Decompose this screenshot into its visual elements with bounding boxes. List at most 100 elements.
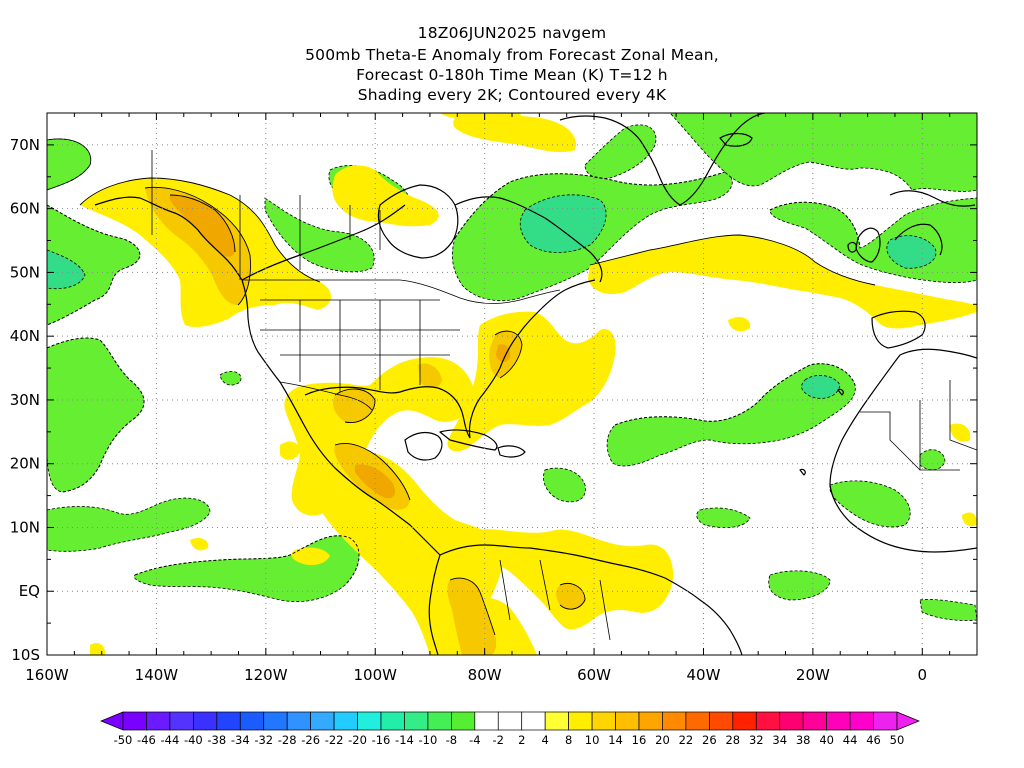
anomaly-contours <box>47 138 876 636</box>
yellow-region-gulf-of-guinea-east <box>962 512 977 527</box>
colorbar-label: -28 <box>278 733 297 747</box>
colorbar-swatch <box>146 711 171 731</box>
colorbar-swatch <box>357 711 382 731</box>
colorbar-label: -20 <box>348 733 367 747</box>
longitude-label: 60W <box>577 666 611 684</box>
coast-south-america-north <box>439 544 743 655</box>
chart-title-line1: 18Z06JUN2025 navgem <box>417 24 607 42</box>
green-region-labrador <box>584 124 657 179</box>
green-region-gulf-of-guinea <box>919 599 977 621</box>
green-region-east-pacific-west <box>47 337 145 493</box>
teal-core-scandinavia <box>886 235 937 269</box>
yellow-region-south-america-north <box>428 529 674 630</box>
colorbar-max-arrow <box>896 711 920 731</box>
colorbar-label: 22 <box>679 733 694 747</box>
longitude-label: 140W <box>135 666 179 684</box>
colorbar-label: -8 <box>446 733 457 747</box>
coast-us-east <box>468 279 596 439</box>
coast-british-isles <box>847 227 881 263</box>
colorbar-label: 20 <box>655 733 670 747</box>
coast-hispaniola <box>497 445 526 458</box>
coast-iberia <box>871 310 926 349</box>
colorbar-swatch <box>286 711 311 731</box>
colorbar-label: -44 <box>161 733 180 747</box>
coast-greenland <box>559 113 766 206</box>
colorbar-swatch <box>638 711 663 731</box>
colorbar-swatch <box>662 711 687 731</box>
green-region-equatorial-atlantic <box>768 570 831 601</box>
colorbar-label: 46 <box>866 733 881 747</box>
colorbar-label: 44 <box>843 733 858 747</box>
colorbar-swatch <box>497 711 523 731</box>
orange-core-alaska <box>169 195 235 257</box>
colorbar-swatch <box>709 711 734 731</box>
colorbar-swatch <box>263 711 288 731</box>
yellow-region-hawaii <box>90 643 106 655</box>
coast-south-america-west <box>428 554 441 655</box>
colorbar-swatch <box>380 711 405 731</box>
gold-core-caribbean <box>418 363 442 388</box>
colorbar-swatch <box>826 711 851 731</box>
colorbar-swatch <box>779 711 804 731</box>
colorbar-label: 14 <box>608 733 623 747</box>
longitude-label: 20W <box>796 666 830 684</box>
coast-cuba <box>439 429 498 451</box>
orange-core-east-coast <box>496 344 511 362</box>
colorbar-swatch <box>591 711 616 731</box>
colorbar-swatch <box>544 711 569 731</box>
strong-positive-anomaly-cores <box>169 195 511 499</box>
chart-title-line4: Shading every 2K; Contoured every 4K <box>357 86 667 104</box>
colorbar-swatch <box>685 711 710 731</box>
colorbar-swatch <box>333 711 358 731</box>
orange-core-mexico <box>355 464 396 499</box>
latitude-label: 60N <box>10 200 40 218</box>
colorbar-swatch <box>404 711 429 731</box>
green-region-tropical-atlantic <box>696 507 751 529</box>
colorbar-label: 2 <box>518 733 525 747</box>
colorbar-swatch <box>802 711 827 731</box>
colorbar-swatch <box>216 711 241 731</box>
green-region-east-pacific-equator <box>133 535 360 603</box>
chart-title-line3: Forecast 0-180h Time Mean (K) T=12 h <box>356 66 668 84</box>
colorbar-label: 4 <box>542 733 549 747</box>
colorbar-swatch <box>732 711 757 731</box>
colorbar-label: -26 <box>301 733 320 747</box>
coast-canaries-cape-verde <box>799 388 844 476</box>
negative-anomaly-cores <box>47 194 937 399</box>
border-south-america <box>499 559 611 641</box>
colorbar-label: -50 <box>114 733 133 747</box>
gold-core-bc-alaska <box>145 187 251 305</box>
colorbar-swatch <box>169 711 194 731</box>
colorbar-label: 50 <box>890 733 905 747</box>
colorbar-label: 40 <box>819 733 834 747</box>
border-us-canada <box>242 279 561 304</box>
colorbar-label: 10 <box>585 733 600 747</box>
latitude-label: 10S <box>11 646 40 664</box>
green-region-east-pacific-central <box>219 371 242 386</box>
yellow-region-arctic-strip <box>440 113 521 122</box>
colorbar-label: 32 <box>749 733 764 747</box>
colorbar-swatch <box>873 711 898 731</box>
border-africa <box>860 380 977 471</box>
teal-core-quebec <box>519 194 607 253</box>
yellow-region-arctic-islands <box>453 114 576 153</box>
coast-iceland <box>719 132 753 147</box>
latitude-label: EQ <box>19 582 40 600</box>
colorbar-label: -10 <box>419 733 438 747</box>
yellow-region-mexico-pacific <box>280 441 300 460</box>
colorbar-label: -16 <box>372 733 391 747</box>
coastlines <box>94 113 977 655</box>
green-region-east-pacific-south <box>47 497 211 552</box>
colorbar-label: -34 <box>231 733 250 747</box>
longitude-label: 120W <box>244 666 288 684</box>
latitude-label: 70N <box>10 136 40 154</box>
green-region-africa-interior <box>919 449 946 471</box>
latitude-labels: 70N 60N 50N 40N 30N 20N 10N EQ 10S <box>10 136 40 664</box>
graticule-gridlines <box>47 113 977 655</box>
positive-anomaly-areas <box>80 113 977 655</box>
green-region-gulf-of-alaska <box>47 204 141 326</box>
longitude-label: 100W <box>354 666 398 684</box>
political-borders <box>151 150 977 641</box>
colorbar-swatch <box>521 711 546 731</box>
